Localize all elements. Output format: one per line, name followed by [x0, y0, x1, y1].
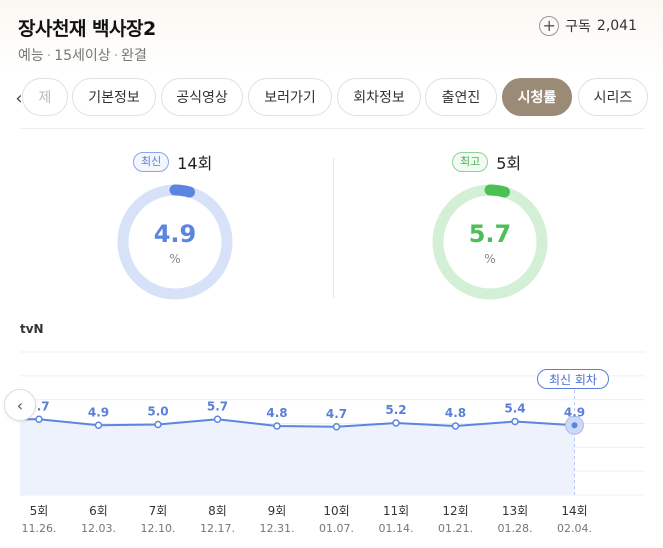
- page-title: 장사천재 백사장2: [18, 18, 156, 40]
- tab-official-video[interactable]: 공식영상: [161, 78, 243, 116]
- best-rating-value: 5.7: [468, 220, 512, 248]
- x-tick-label: 6회: [89, 504, 108, 518]
- x-tick-date: 12.10.: [141, 522, 176, 535]
- data-point: [213, 415, 222, 423]
- subscribe-count: 2,041: [596, 18, 637, 34]
- divider: [333, 158, 334, 298]
- data-label: 4.8: [445, 406, 466, 420]
- data-label: 5.2: [385, 403, 406, 417]
- x-tick-label: 13회: [502, 504, 528, 518]
- data-label: 5.4: [504, 402, 525, 416]
- data-label: 4.9: [88, 405, 109, 419]
- best-rating-ring: [432, 184, 548, 300]
- x-tick-date: 01.28.: [498, 522, 533, 535]
- data-label: 5.7: [207, 399, 228, 413]
- best-rating-display: 5.7 %: [430, 220, 550, 266]
- status-label: 완결: [121, 48, 147, 64]
- data-point: [571, 422, 578, 429]
- chevron-left-icon[interactable]: ‹: [15, 87, 23, 109]
- tab-ratings[interactable]: 시청률: [502, 78, 572, 116]
- x-tick-date: 01.07.: [319, 522, 354, 535]
- subscribe-button[interactable]: + 구독 2,041: [539, 16, 637, 36]
- best-rating-unit: %: [484, 252, 496, 266]
- data-label: 4.7: [326, 407, 347, 421]
- latest-episode: 14회: [177, 154, 213, 173]
- data-point: [154, 420, 162, 429]
- latest-badge: 최신: [133, 152, 170, 172]
- latest-rating-display: 4.9 %: [115, 220, 235, 266]
- x-tick-date: 12.31.: [260, 522, 295, 535]
- subscribe-label: 구독: [565, 19, 591, 35]
- tab-watch[interactable]: 보러가기: [248, 78, 332, 116]
- latest-rating-ring: [117, 184, 233, 300]
- page-header: 장사천재 백사장2 예능 · 15세이상 · 완결 + 구독 2,041: [0, 0, 663, 75]
- x-tick-label: 11회: [383, 504, 409, 518]
- x-tick-date: 01.21.: [438, 522, 473, 535]
- latest-rating-unit: %: [169, 252, 181, 266]
- tab-basic-info[interactable]: 기본정보: [72, 78, 156, 116]
- tab-overflow-left[interactable]: 제: [22, 78, 68, 116]
- x-tick-label: 14회: [561, 504, 587, 518]
- data-point: [94, 421, 103, 429]
- best-badge: 최고: [452, 152, 489, 172]
- age-rating-label: 15세이상: [54, 48, 111, 64]
- data-point: [332, 423, 341, 431]
- chevron-left-icon: ‹: [16, 395, 24, 415]
- x-tick-label: 12회: [442, 504, 468, 518]
- chart-prev-button[interactable]: ‹: [4, 389, 36, 421]
- data-point: [392, 419, 400, 427]
- latest-rating-value: 4.9: [153, 220, 197, 248]
- channel-label: tvN: [20, 322, 44, 336]
- ring-progress: [117, 184, 233, 300]
- best-episode: 5회: [496, 154, 522, 173]
- x-tick-label: 8회: [208, 504, 227, 518]
- x-tick-date: 12.17.: [200, 522, 235, 535]
- tab-bar: 제 ‹ 기본정보 공식영상 보러가기 회차정보 출연진 시청률 시리즈: [0, 78, 663, 118]
- tab-episode-info[interactable]: 회차정보: [337, 78, 421, 116]
- data-point: [511, 417, 519, 426]
- data-label: 4.9: [564, 405, 585, 419]
- x-tick-date: 01.14.: [379, 522, 414, 535]
- divider: [20, 128, 645, 129]
- x-tick-label: 5회: [30, 504, 49, 518]
- x-tick-date: 02.04.: [557, 522, 592, 535]
- data-label: 5.0: [147, 405, 168, 419]
- tab-cast[interactable]: 출연진: [425, 78, 497, 116]
- data-point: [35, 415, 43, 423]
- x-tick-date: 12.03.: [81, 522, 116, 535]
- program-meta: 예능 · 15세이상 · 완결: [18, 48, 147, 64]
- ring-progress: [432, 184, 548, 300]
- x-tick-label: 7회: [149, 504, 168, 518]
- x-tick-label: 10회: [323, 504, 349, 518]
- genre-label: 예능: [18, 48, 44, 64]
- series-area: [20, 419, 575, 495]
- best-stat-header: 최고 5회: [452, 150, 521, 174]
- data-point: [451, 422, 460, 430]
- x-tick-date: 11.26.: [22, 522, 57, 535]
- x-tick-label: 9회: [268, 504, 287, 518]
- latest-episode-tag: 최신 회차: [537, 369, 609, 389]
- tab-series[interactable]: 시리즈: [578, 78, 648, 116]
- data-point: [273, 422, 281, 430]
- latest-stat-header: 최신 14회: [133, 150, 212, 174]
- data-label: 4.8: [266, 406, 287, 420]
- plus-icon: +: [539, 16, 560, 36]
